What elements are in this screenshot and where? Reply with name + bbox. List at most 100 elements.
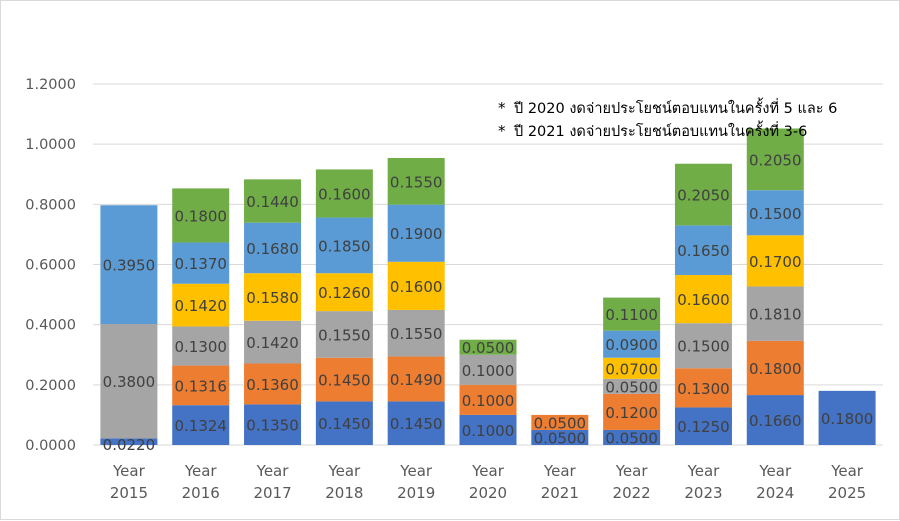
data-label: 0.1490 <box>390 371 443 389</box>
bar-segment <box>244 320 302 364</box>
y-tick-label: 0.8000 <box>25 197 76 213</box>
bar-segment <box>172 242 230 284</box>
data-label: 0.0500 <box>534 429 587 447</box>
bar-segment <box>459 414 517 445</box>
y-tick-label: 0.0000 <box>25 438 76 454</box>
x-tick-label: 2017 <box>253 484 291 502</box>
data-label: 0.1300 <box>174 338 227 356</box>
data-label: 0.1850 <box>318 237 371 255</box>
data-label: 0.1600 <box>318 186 371 204</box>
bar-segment <box>315 311 373 358</box>
bar-segment <box>459 354 517 385</box>
bar-segment <box>100 324 158 439</box>
annotation-text: ปี 2021 งดจ่ายประโยชน์ตอบแทนในครั้งที่ 3… <box>514 124 808 140</box>
bar-segment <box>531 414 589 430</box>
data-label: 0.1420 <box>174 297 227 315</box>
annotation-line: * ปี 2021 งดจ่ายประโยชน์ตอบแทนในครั้งที่ … <box>498 120 837 143</box>
y-tick-label: 1.0000 <box>25 137 76 153</box>
bar-segment <box>674 407 732 445</box>
data-label: 0.1800 <box>821 410 874 428</box>
bar-segment <box>674 225 732 276</box>
data-label: 0.0700 <box>605 360 658 378</box>
bar-segment <box>172 188 230 243</box>
x-tick-label: Year <box>184 462 218 480</box>
bar-segment <box>603 357 661 379</box>
data-label: 0.1550 <box>390 325 443 343</box>
data-label: 0.1550 <box>390 173 443 191</box>
bar-segment <box>459 339 517 355</box>
bar-segment <box>387 204 445 262</box>
bar-segment <box>244 179 302 223</box>
x-tick-label: Year <box>615 462 649 480</box>
data-label: 0.1260 <box>318 284 371 302</box>
data-label: 0.1450 <box>390 415 443 433</box>
bar-segment <box>100 438 158 445</box>
x-tick-label: 2015 <box>110 484 148 502</box>
bars <box>100 128 876 445</box>
bar-segment <box>244 222 302 274</box>
x-tick-label: Year <box>256 462 290 480</box>
data-label: 0.1200 <box>605 404 658 422</box>
data-label: 0.1660 <box>749 412 802 430</box>
x-tick-label: 2023 <box>684 484 722 502</box>
data-label: 0.1350 <box>246 417 299 435</box>
bar-segment <box>315 169 373 218</box>
x-tick-label: Year <box>758 462 792 480</box>
bar-segment <box>244 404 302 445</box>
data-label: 0.1800 <box>749 360 802 378</box>
bar-segment <box>746 235 804 287</box>
data-label: 0.1600 <box>677 291 730 309</box>
x-axis-ticks: Year 2015 Year 2016 Year 2017 Year 2018 Year 2019… <box>110 462 866 502</box>
y-tick-label: 0.2000 <box>25 378 76 394</box>
x-tick-label: 2021 <box>541 484 579 502</box>
x-tick-label: 2024 <box>756 484 794 502</box>
annotation-marker: * <box>498 122 506 140</box>
bar-segment <box>244 363 302 405</box>
data-label: 0.1100 <box>605 306 658 324</box>
y-tick-label: 0.4000 <box>25 318 76 334</box>
annotations: * ปี 2020 งดจ่ายประโยชน์ตอบแทนในครั้งที่ … <box>498 97 837 143</box>
data-label: 0.1550 <box>318 326 371 344</box>
data-label: 0.2050 <box>749 151 802 169</box>
x-tick-label: Year <box>687 462 721 480</box>
bar-segment <box>172 405 230 445</box>
x-tick-label: Year <box>471 462 505 480</box>
bar-segment <box>603 378 661 394</box>
x-tick-label: 2019 <box>397 484 435 502</box>
bar-segment <box>746 340 804 396</box>
data-label: 0.1440 <box>246 193 299 211</box>
x-tick-label: Year <box>112 462 146 480</box>
bar-segment <box>746 190 804 236</box>
bar-segment <box>746 128 804 191</box>
bar-segment <box>531 429 589 445</box>
x-tick-label: Year <box>399 462 433 480</box>
bar-segment <box>603 429 661 445</box>
data-label: 0.1450 <box>318 372 371 390</box>
bar-segment <box>315 217 373 274</box>
data-label: 0.1800 <box>174 207 227 225</box>
x-tick-label: Year <box>830 462 864 480</box>
bar-segment <box>172 283 230 327</box>
bar-segment <box>603 393 661 430</box>
bar-segment <box>387 401 445 445</box>
bar-segment <box>315 273 373 312</box>
data-label: 0.0900 <box>605 336 658 354</box>
bar-segment <box>244 273 302 321</box>
data-label: 0.0500 <box>605 378 658 396</box>
data-label: 0.1500 <box>749 205 802 223</box>
data-label: 0.1316 <box>174 377 227 395</box>
bar-segment <box>818 390 876 445</box>
data-label: 0.1420 <box>246 334 299 352</box>
bar-segment <box>387 261 445 310</box>
data-label: 0.0500 <box>462 339 515 357</box>
bar-segment <box>603 330 661 358</box>
data-label: 0.0220 <box>103 436 156 454</box>
bar-segment <box>387 158 445 205</box>
data-label: 0.1650 <box>677 242 730 260</box>
data-label: 0.1680 <box>246 240 299 258</box>
bar-segment <box>172 365 230 406</box>
x-tick-label: Year <box>543 462 577 480</box>
data-label: 0.1450 <box>318 415 371 433</box>
data-label: 0.0500 <box>534 414 587 432</box>
